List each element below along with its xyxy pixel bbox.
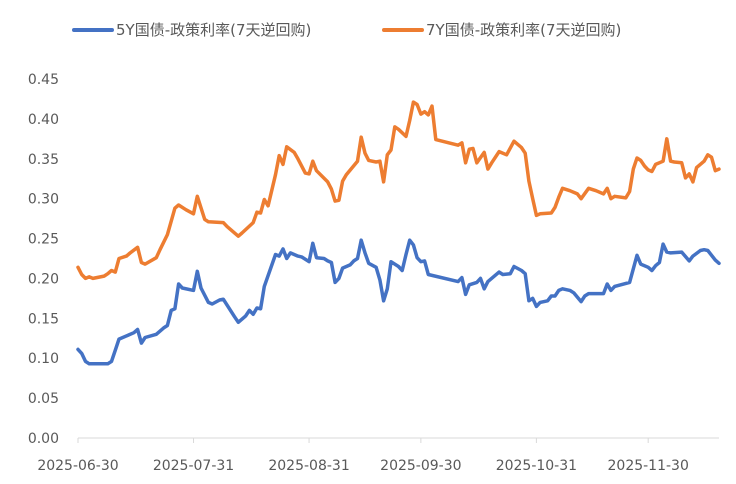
y-tick-label: 0.00 [28,431,59,447]
series-line-2 [76,100,721,281]
y-tick-label: 0.40 [28,112,59,128]
y-tick-label: 0.20 [28,271,59,287]
series-lines [76,100,721,366]
x-tick-label: 2025-11-30 [608,458,689,474]
y-tick-label: 0.25 [28,232,59,248]
x-tick-label: 2025-07-31 [153,458,234,474]
series-line-1 [76,238,721,366]
y-tick-label: 0.10 [28,351,59,367]
y-tick-label: 0.05 [28,391,59,407]
y-tick-label: 0.35 [28,152,59,168]
legend-label-1: 5Y国债-政策利率(7天逆回购) [116,21,311,39]
y-tick-label: 0.45 [28,72,59,88]
y-tick-label: 0.30 [28,192,59,208]
x-tick-label: 2025-06-30 [37,458,118,474]
x-axis: 2025-06-30 2025-07-31 2025-08-31 2025-09-30… [37,437,719,474]
x-tick-label: 2025-08-31 [268,458,349,474]
x-tick-label: 2025-10-31 [496,458,577,474]
y-axis-ticks: 0.00 0.05 0.10 0.15 0.20 0.25 0.30 0.35 0.40 0.45 [28,72,59,447]
legend-label-2: 7Y国债-政策利率(7天逆回购) [426,21,621,39]
x-tick-label: 2025-09-30 [380,458,461,474]
y-tick-label: 0.15 [28,311,59,327]
legend: 5Y国债-政策利率(7天逆回购) 7Y国债-政策利率(7天逆回购) [72,21,621,39]
